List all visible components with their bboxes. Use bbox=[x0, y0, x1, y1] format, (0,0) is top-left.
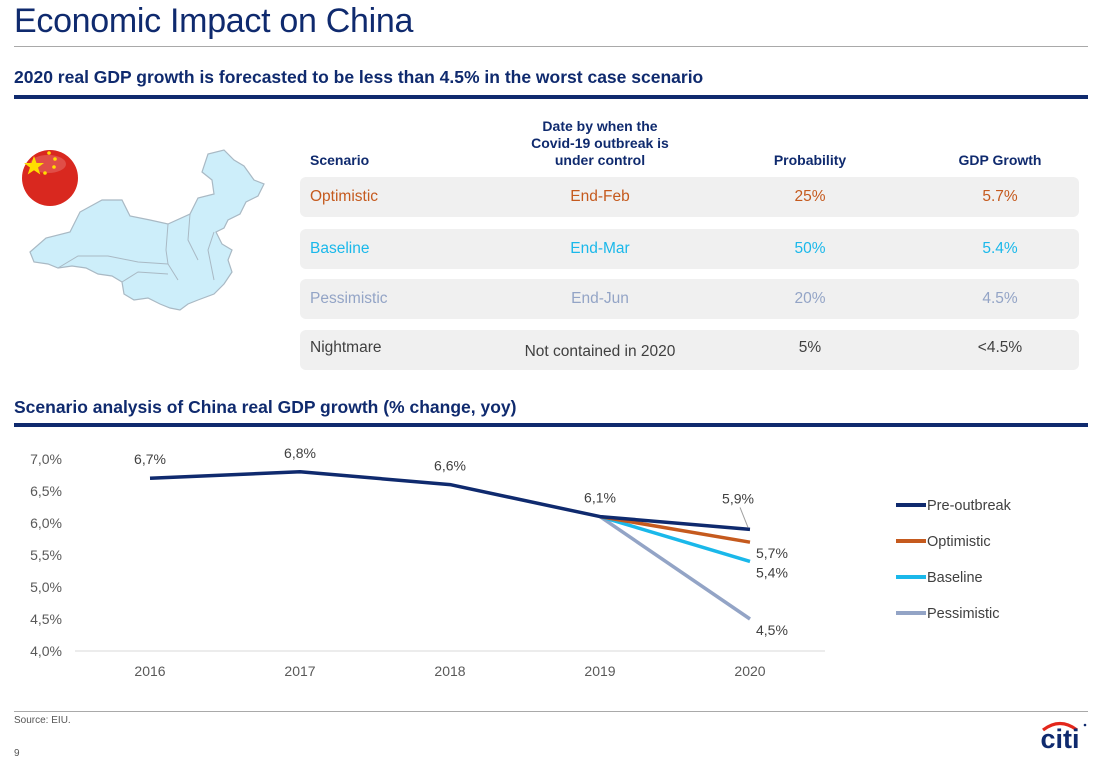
section-divider bbox=[14, 423, 1088, 427]
data-label-optimistic: 5,7% bbox=[756, 545, 788, 561]
cell-gdp: 5.4% bbox=[982, 240, 1018, 257]
cell-scenario: Optimistic bbox=[310, 188, 379, 205]
chart-legend: Pre-outbreak Optimistic Baseline Pessimisti… bbox=[896, 498, 1012, 622]
cell-probability: 25% bbox=[794, 188, 826, 205]
page-title: Economic Impact on China bbox=[14, 2, 414, 40]
x-axis: 2016 2017 2018 2019 2020 bbox=[134, 663, 765, 679]
y-tick-label: 6,5% bbox=[30, 483, 62, 499]
data-label: 6,8% bbox=[284, 445, 316, 461]
section-heading-scenario-analysis: Scenario analysis of China real GDP grow… bbox=[14, 397, 517, 417]
citi-logo-text: citi bbox=[1040, 724, 1079, 752]
section-divider bbox=[14, 95, 1088, 99]
data-label: 5,9% bbox=[722, 490, 754, 506]
header-date-line3: under control bbox=[554, 152, 646, 168]
series-lines bbox=[149, 470, 751, 621]
cell-scenario: Pessimistic bbox=[310, 290, 388, 307]
header-date-line2: Covid-19 outbreak is bbox=[531, 135, 669, 151]
data-label: 6,7% bbox=[134, 451, 166, 467]
cell-gdp: <4.5% bbox=[977, 339, 1023, 356]
data-label: 6,6% bbox=[434, 458, 466, 474]
data-labels: 6,7% 6,8% 6,6% 6,1% 5,9% 5,7% 5,4% 4,5% bbox=[134, 445, 788, 638]
cell-date: Not contained in 2020 bbox=[524, 343, 676, 360]
citi-logo: citi bbox=[1040, 721, 1087, 752]
data-label-baseline: 5,4% bbox=[756, 564, 788, 580]
table-row-nightmare: Nightmare Not contained in 2020 5% <4.5% bbox=[300, 330, 1079, 370]
title-divider bbox=[14, 46, 1088, 47]
table-row-pessimistic: Pessimistic End-Jun 20% 4.5% bbox=[300, 279, 1079, 319]
cell-gdp: 5.7% bbox=[982, 188, 1018, 205]
gdp-line-chart: 7,0%6,5%6,0%5,5%5,0%4,5%4,0% 2016 2017 201… bbox=[30, 445, 1012, 679]
x-tick-label: 2016 bbox=[134, 663, 165, 679]
legend-label: Pessimistic bbox=[927, 606, 1000, 622]
cell-gdp: 4.5% bbox=[982, 290, 1018, 307]
y-tick-label: 4,5% bbox=[30, 611, 62, 627]
data-label-pessimistic: 4,5% bbox=[756, 622, 788, 638]
y-tick-label: 7,0% bbox=[30, 451, 62, 467]
cell-date: End-Feb bbox=[570, 188, 630, 205]
series-line-pessimistic bbox=[599, 515, 751, 621]
legend-label: Optimistic bbox=[927, 534, 991, 550]
series-line-baseline bbox=[599, 514, 751, 564]
header-scenario: Scenario bbox=[310, 152, 370, 168]
header-date-line1: Date by when the bbox=[542, 118, 658, 134]
cell-date: End-Mar bbox=[570, 240, 630, 257]
label-leader-line bbox=[739, 507, 749, 528]
header-probability: Probability bbox=[773, 152, 847, 168]
y-tick-label: 6,0% bbox=[30, 515, 62, 531]
y-tick-label: 5,5% bbox=[30, 547, 62, 563]
x-tick-label: 2019 bbox=[584, 663, 615, 679]
legend-label: Pre-outbreak bbox=[927, 498, 1012, 514]
cell-probability: 50% bbox=[794, 240, 826, 257]
y-tick-label: 4,0% bbox=[30, 643, 62, 659]
y-tick-label: 5,0% bbox=[30, 579, 62, 595]
table-row-baseline: Baseline End-Mar 50% 5.4% bbox=[300, 229, 1079, 269]
legend-label: Baseline bbox=[927, 570, 983, 586]
source-note: Source: EIU. bbox=[14, 715, 71, 726]
footer-divider bbox=[14, 711, 1088, 712]
table-row-optimistic: Optimistic End-Feb 25% 5.7% bbox=[300, 177, 1079, 217]
china-map-image bbox=[22, 149, 265, 311]
series-line-pre-outbreak bbox=[149, 470, 751, 532]
x-tick-label: 2020 bbox=[734, 663, 765, 679]
cell-probability: 5% bbox=[798, 339, 822, 356]
cell-probability: 20% bbox=[794, 290, 826, 307]
section-heading-forecast: 2020 real GDP growth is forecasted to be… bbox=[14, 67, 704, 87]
x-tick-label: 2017 bbox=[284, 663, 315, 679]
page-number: 9 bbox=[14, 748, 20, 759]
series-line-optimistic bbox=[599, 514, 751, 544]
y-axis: 7,0% 6,5% 6,0% 5,5% 5,0% 4,5% 4,0% bbox=[30, 451, 62, 659]
cell-date: End-Jun bbox=[571, 290, 629, 307]
data-label: 6,1% bbox=[584, 490, 616, 506]
cell-scenario: Baseline bbox=[310, 240, 370, 257]
cell-scenario: Nightmare bbox=[310, 339, 382, 356]
header-gdp-growth: GDP Growth bbox=[958, 152, 1042, 168]
x-tick-label: 2018 bbox=[434, 663, 465, 679]
